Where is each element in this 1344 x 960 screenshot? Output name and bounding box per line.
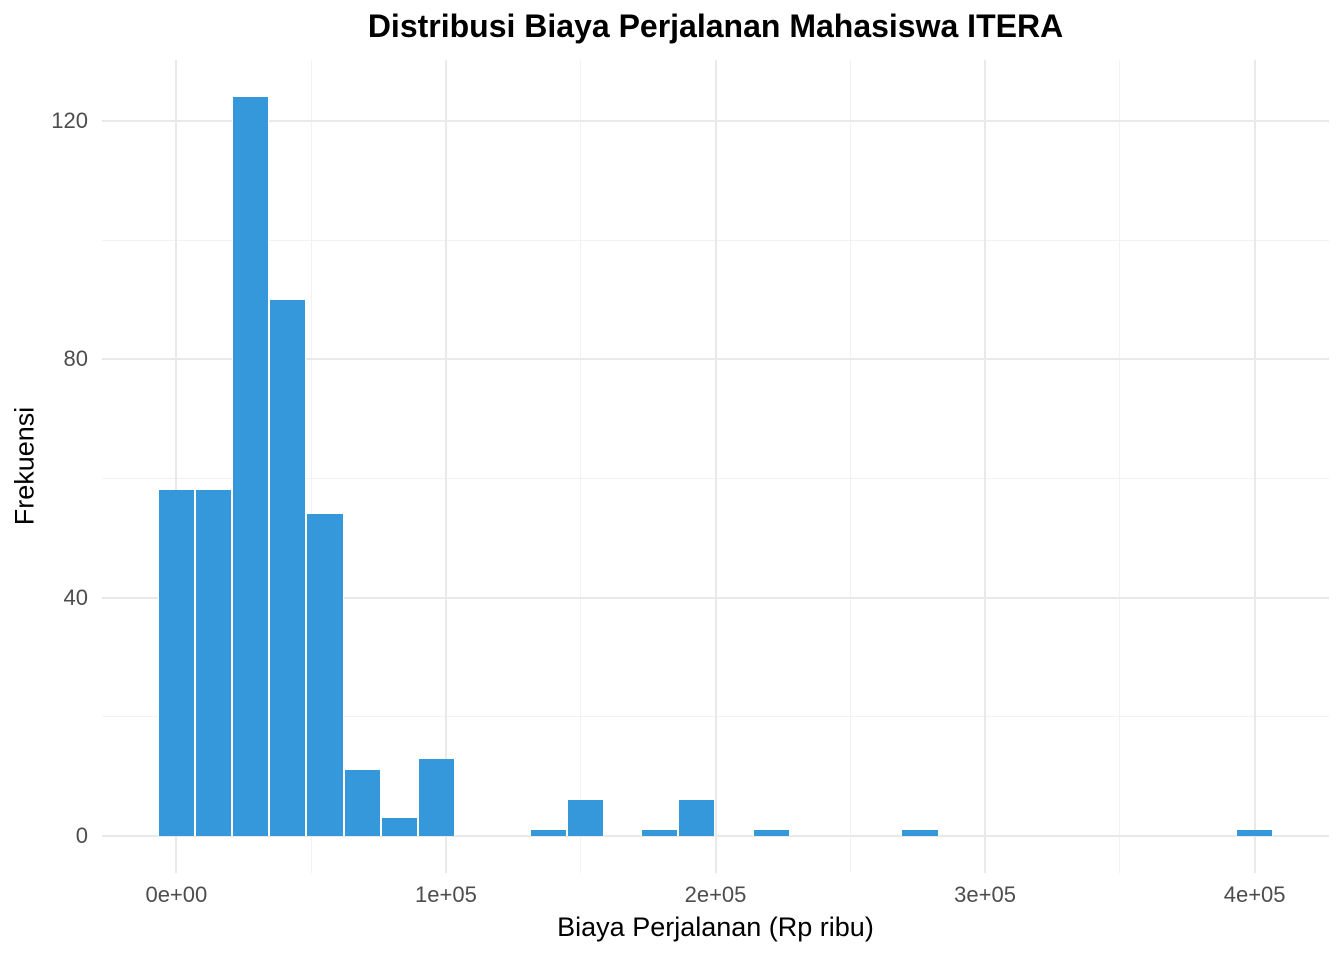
gridline-major-x <box>444 60 447 873</box>
histogram-bar <box>343 770 381 837</box>
y-tick-label: 40 <box>63 584 88 610</box>
gridline-major-x <box>714 60 717 873</box>
histogram-bar <box>566 800 604 837</box>
plot-panel <box>102 60 1329 873</box>
x-tick-label: 0e+00 <box>145 882 208 907</box>
x-axis-title: Biaya Perjalanan (Rp ribu) <box>557 912 874 942</box>
histogram-bar <box>641 830 679 837</box>
x-tick-label: 2e+05 <box>684 882 747 907</box>
gridline-minor-x <box>849 60 851 873</box>
gridline-major-x <box>1253 60 1256 873</box>
y-tick-label: 80 <box>63 346 88 372</box>
histogram-bar <box>306 514 344 837</box>
histogram-bar <box>232 96 270 837</box>
histogram-bar <box>752 830 790 837</box>
y-tick-label: 120 <box>51 107 88 133</box>
histogram-bar <box>157 490 195 837</box>
x-tick-label: 4e+05 <box>1223 882 1286 907</box>
gridline-minor-x <box>310 60 312 873</box>
y-tick-label: 0 <box>75 823 88 849</box>
histogram-bar <box>1236 830 1274 837</box>
histogram-bar <box>678 800 716 837</box>
histogram-bar <box>380 818 419 837</box>
histogram-bar <box>901 830 939 837</box>
gridline-major-x <box>175 60 178 873</box>
x-tick-label: 1e+05 <box>415 882 477 907</box>
gridline-major-x <box>984 60 987 873</box>
histogram-bar <box>269 299 307 837</box>
histogram-bar <box>194 490 233 837</box>
x-tick-label: 3e+05 <box>954 882 1016 907</box>
histogram-bar <box>418 758 456 837</box>
gridline-minor-x <box>580 60 582 873</box>
gridline-minor-x <box>1119 60 1121 873</box>
histogram-bar <box>529 830 567 837</box>
chart-title: Distribusi Biaya Perjalanan Mahasiswa IT… <box>367 8 1064 44</box>
